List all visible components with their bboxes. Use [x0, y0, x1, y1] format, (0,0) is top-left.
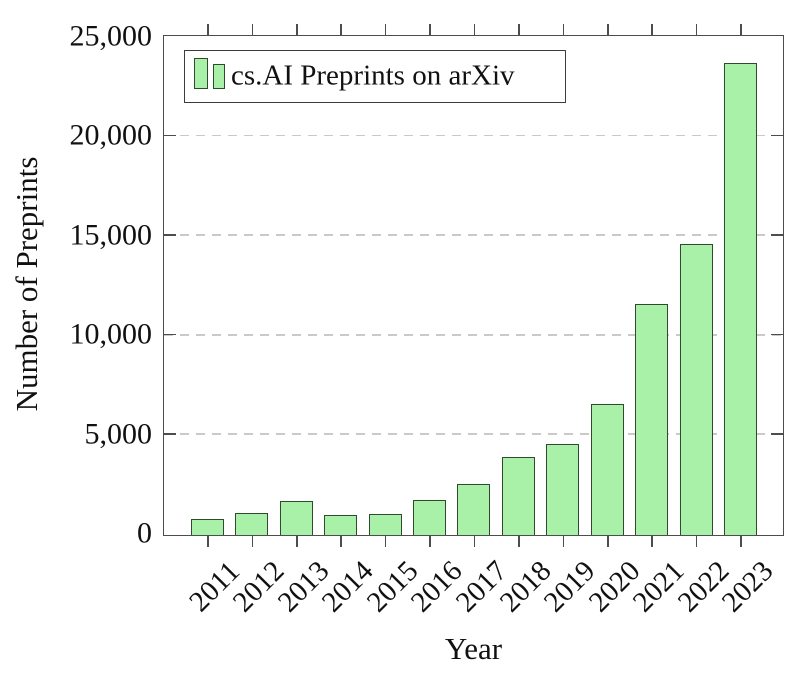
y-tick-label-20000: 20,000	[69, 118, 153, 152]
x-tick-bottom	[251, 536, 254, 547]
x-tick-top	[384, 24, 387, 35]
gridline-20000	[164, 134, 783, 137]
x-tick-top	[740, 24, 742, 35]
y-tick-label-0: 0	[137, 516, 152, 550]
x-tick-top	[429, 24, 431, 35]
x-tick-bottom	[562, 536, 565, 547]
gridline-15000	[164, 234, 783, 237]
x-tick-bottom	[606, 536, 609, 547]
x-tick-top	[296, 24, 298, 35]
plot-area: cs.AI Preprints on arXiv	[163, 35, 784, 536]
x-tick-bottom	[473, 536, 476, 547]
x-tick-top	[251, 24, 254, 35]
x-tick-top	[651, 24, 653, 35]
x-tick-bottom	[207, 536, 209, 547]
y-tick-label-5000: 5,000	[84, 417, 153, 451]
x-tick-bottom	[429, 536, 431, 547]
x-tick-bottom	[518, 536, 520, 547]
x-tick-bottom	[296, 536, 298, 547]
legend-bar-swatch-icon	[194, 58, 208, 89]
gridline-10000	[164, 333, 783, 336]
x-tick-top	[562, 24, 565, 35]
legend: cs.AI Preprints on arXiv	[184, 50, 566, 103]
y-tick-left	[164, 433, 176, 436]
x-tick-top	[340, 24, 343, 35]
x-tick-top	[518, 24, 520, 35]
y-tick-left	[164, 134, 176, 137]
x-tick-label-2023: 2023	[715, 554, 780, 619]
bar-2016	[413, 500, 446, 535]
y-tick-label-15000: 15,000	[69, 218, 153, 252]
y-tick-right	[771, 433, 783, 436]
y-tick-label-25000: 25,000	[69, 18, 153, 52]
bar-2012	[235, 513, 269, 535]
bar-2021	[635, 304, 669, 535]
x-tick-top	[207, 24, 209, 35]
bar-2018	[501, 457, 535, 535]
bar-2019	[546, 444, 580, 535]
bar-2017	[457, 484, 491, 535]
x-axis-title: Year	[444, 631, 503, 666]
y-tick-right	[771, 134, 783, 137]
bar-2022	[679, 244, 713, 535]
x-tick-bottom	[740, 536, 742, 547]
x-tick-bottom	[651, 536, 653, 547]
gridline-5000	[164, 433, 783, 436]
bar-2020	[590, 403, 624, 535]
x-tick-bottom	[384, 536, 387, 547]
bar-2015	[368, 514, 402, 535]
bar-2014	[324, 515, 358, 535]
x-tick-bottom	[695, 536, 698, 547]
y-tick-label-10000: 10,000	[69, 317, 153, 351]
x-tick-bottom	[340, 536, 343, 547]
y-tick-left	[164, 333, 176, 336]
legend-series-label: cs.AI Preprints on arXiv	[231, 59, 515, 92]
x-tick-top	[695, 24, 698, 35]
x-tick-top	[606, 24, 609, 35]
bar-2013	[279, 501, 313, 535]
bar-2023	[723, 63, 757, 535]
y-axis-title: Number of Preprints	[9, 156, 44, 412]
y-tick-right	[771, 234, 783, 236]
x-tick-top	[473, 24, 476, 35]
y-tick-left	[164, 234, 176, 236]
bar-2011	[190, 519, 224, 535]
legend-bar-swatch-icon	[213, 64, 225, 89]
y-tick-right	[771, 333, 783, 336]
